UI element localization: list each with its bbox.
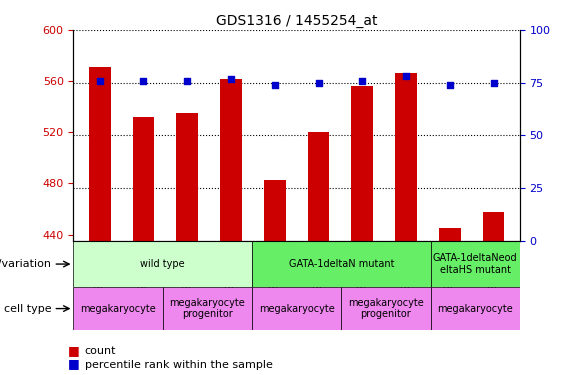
Point	[358, 78, 367, 84]
Point	[139, 78, 148, 84]
FancyBboxPatch shape	[431, 241, 520, 287]
Text: ■: ■	[68, 344, 80, 357]
Point	[182, 78, 192, 84]
Bar	[439, 228, 460, 241]
FancyBboxPatch shape	[252, 241, 431, 287]
Point	[445, 82, 454, 88]
Bar	[176, 113, 198, 241]
Text: wild type: wild type	[141, 259, 185, 269]
Bar	[133, 117, 154, 241]
Point	[227, 75, 236, 81]
Text: megakaryocyte
progenitor: megakaryocyte progenitor	[348, 298, 424, 320]
Text: GATA-1deltaNeod
eltaHS mutant: GATA-1deltaNeod eltaHS mutant	[433, 253, 518, 275]
Bar	[483, 211, 505, 241]
Point	[95, 78, 104, 84]
Point	[314, 80, 323, 86]
Text: ■: ■	[68, 357, 80, 370]
Text: megakaryocyte: megakaryocyte	[437, 304, 513, 313]
Point	[270, 82, 279, 88]
FancyBboxPatch shape	[431, 287, 520, 330]
Bar	[220, 79, 242, 241]
Bar	[395, 74, 417, 241]
Bar	[89, 67, 111, 241]
Text: megakaryocyte: megakaryocyte	[259, 304, 334, 313]
FancyBboxPatch shape	[73, 287, 163, 330]
Bar	[351, 86, 373, 241]
Text: cell type: cell type	[3, 304, 51, 313]
Text: GATA-1deltaN mutant: GATA-1deltaN mutant	[289, 259, 394, 269]
FancyBboxPatch shape	[252, 287, 341, 330]
Bar	[264, 180, 286, 241]
Text: count: count	[85, 346, 116, 356]
Bar	[307, 132, 329, 241]
FancyBboxPatch shape	[163, 287, 252, 330]
Title: GDS1316 / 1455254_at: GDS1316 / 1455254_at	[216, 13, 377, 28]
FancyBboxPatch shape	[73, 241, 252, 287]
FancyBboxPatch shape	[341, 287, 431, 330]
Text: megakaryocyte
progenitor: megakaryocyte progenitor	[170, 298, 245, 320]
Text: percentile rank within the sample: percentile rank within the sample	[85, 360, 273, 369]
Text: megakaryocyte: megakaryocyte	[80, 304, 156, 313]
Point	[489, 80, 498, 86]
Text: genotype/variation: genotype/variation	[0, 259, 51, 269]
Point	[402, 74, 411, 80]
